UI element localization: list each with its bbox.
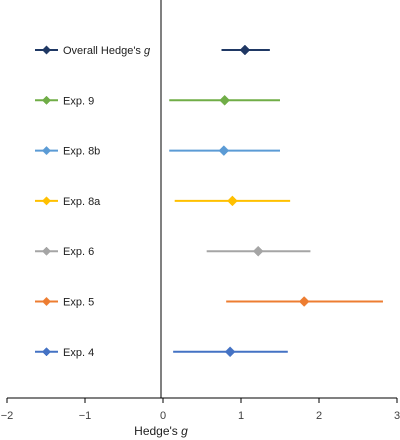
series-row: Exp. 4 xyxy=(35,346,288,359)
legend-label: Exp. 8a xyxy=(63,196,101,208)
x-tick-label: 1 xyxy=(238,410,244,422)
x-axis-title-italic: g xyxy=(181,424,188,438)
legend-marker xyxy=(41,296,52,307)
legend-label-text: Exp. 5 xyxy=(63,297,94,309)
legend-marker xyxy=(41,246,52,256)
legend-marker xyxy=(41,146,52,156)
x-axis-title: Hedge's g xyxy=(134,424,188,438)
legend-label-text: Exp. 6 xyxy=(63,246,94,258)
point-estimate xyxy=(252,245,264,257)
legend-marker xyxy=(41,45,52,55)
legend-label-text: Exp. 8a xyxy=(63,196,101,208)
point-estimate xyxy=(218,145,230,156)
legend-label: Exp. 9 xyxy=(63,95,94,107)
point-estimate xyxy=(227,195,238,207)
legend-label: Exp. 5 xyxy=(63,297,94,309)
point-estimate xyxy=(224,346,236,358)
series-row: Overall Hedge's g xyxy=(35,44,270,57)
series-row: Exp. 8b xyxy=(35,145,280,158)
legend-label: Exp. 4 xyxy=(63,347,94,359)
point-estimate xyxy=(219,94,230,106)
series-row: Exp. 8a xyxy=(35,195,291,208)
x-tick-label: 0 xyxy=(160,410,166,422)
legend-label-text: Exp. 9 xyxy=(63,95,94,107)
point-estimate xyxy=(298,296,310,307)
plot-rows: Overall Hedge's g Exp. 9 Exp. 8b Exp. 8a Exp… xyxy=(35,44,383,359)
series-row: Exp. 5 xyxy=(35,296,383,309)
x-axis-ticks: −2 −1 0 1 2 3 xyxy=(1,398,400,422)
x-tick-label: 3 xyxy=(394,410,400,422)
legend-label: Exp. 8b xyxy=(63,146,100,158)
series-row: Exp. 6 xyxy=(35,245,311,258)
legend-label-italic: g xyxy=(144,45,151,57)
legend-label: Overall Hedge's g xyxy=(63,45,151,57)
series-row: Exp. 9 xyxy=(35,94,280,107)
legend-marker xyxy=(41,347,52,357)
x-axis-title-text: Hedge's xyxy=(134,424,178,438)
x-tick-label: 2 xyxy=(316,410,322,422)
legend-label-text: Exp. 8b xyxy=(63,146,100,158)
legend-label-text: Overall Hedge's xyxy=(63,45,141,57)
legend-marker xyxy=(41,95,52,105)
legend-label: Exp. 6 xyxy=(63,246,94,258)
point-estimate xyxy=(239,44,251,56)
x-tick-label: −2 xyxy=(1,410,14,422)
legend-marker xyxy=(41,196,52,206)
x-tick-label: −1 xyxy=(79,410,92,422)
legend-label-text: Exp. 4 xyxy=(63,347,94,359)
